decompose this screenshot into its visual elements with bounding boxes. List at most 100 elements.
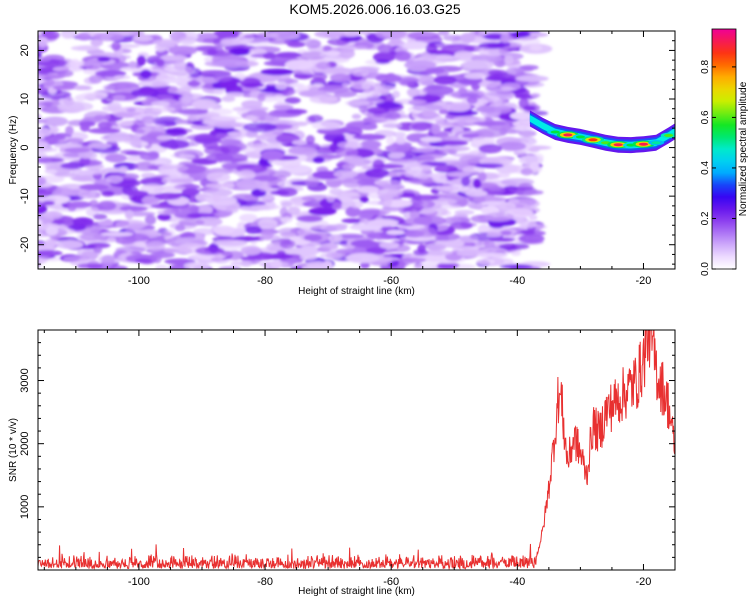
noise-blob (89, 199, 99, 207)
noise-blob (519, 220, 537, 229)
noise-blob (463, 73, 487, 80)
signal-peak (664, 133, 674, 137)
noise-blob (358, 104, 368, 114)
noise-blob (279, 207, 288, 218)
noise-blob (128, 61, 137, 69)
noise-blob (478, 144, 503, 154)
noise-blob (435, 117, 446, 124)
colorbar-tick-label: 0.0 (700, 262, 711, 276)
noise-blob (178, 154, 196, 159)
noise-blob (375, 59, 390, 65)
noise-blob (76, 32, 92, 41)
noise-blob (413, 215, 447, 226)
noise-blob (345, 100, 370, 106)
noise-blob (140, 183, 165, 194)
noise-blob (345, 206, 361, 217)
noise-blob (104, 153, 127, 163)
noise-blob (250, 110, 268, 117)
noise-blob (63, 218, 74, 227)
noise-blob (60, 31, 77, 39)
noise-blob (277, 227, 300, 236)
x-tick-label: -20 (636, 275, 652, 287)
noise-blob (80, 123, 90, 132)
noise-blob (300, 253, 317, 261)
noise-blob (365, 168, 390, 178)
y-tick-label: -20 (19, 237, 31, 253)
x-tick-label: -80 (257, 275, 273, 287)
noise-blob (275, 52, 302, 58)
noise-blob (416, 89, 427, 97)
noise-blob (393, 131, 406, 138)
noise-blob (206, 172, 231, 183)
noise-blob (139, 151, 160, 161)
noise-blob (253, 175, 278, 182)
noise-blob (424, 250, 454, 256)
snr-frame (37, 329, 676, 571)
noise-blob (257, 93, 266, 102)
noise-blob (483, 33, 506, 41)
noise-blob (422, 85, 454, 96)
colorbar: 0.0 0.2 0.4 0.6 0.8 Normalized spectral ampli… (700, 28, 749, 276)
noise-blob (55, 240, 84, 250)
noise-blob (326, 193, 336, 203)
x-tick-label: -40 (509, 275, 525, 287)
noise-blob (350, 239, 378, 248)
noise-blob (38, 169, 39, 172)
noise-blob (141, 96, 161, 106)
noise-blob (237, 169, 256, 180)
noise-blob (152, 116, 184, 126)
noise-blob (498, 243, 530, 250)
noise-blob (465, 190, 488, 197)
noise-blob (138, 86, 156, 95)
noise-blob (23, 31, 38, 40)
noise-blob (279, 239, 296, 249)
y-tick-label: 0 (19, 145, 31, 151)
noise-blob (164, 258, 196, 265)
noise-blob (163, 208, 192, 215)
noise-blob (472, 178, 482, 189)
snr-axes: -100 -80 -60 -40 -20 1000 2000 3000 (19, 330, 676, 588)
noise-blob (500, 33, 510, 43)
y-tick-label: 1000 (19, 495, 31, 519)
noise-blob (115, 119, 134, 127)
noise-blob (52, 85, 76, 91)
noise-blob (434, 165, 459, 173)
noise-blob (235, 179, 264, 190)
noise-blob (158, 185, 187, 193)
noise-field (23, 31, 553, 269)
noise-blob (304, 177, 320, 187)
noise-blob (375, 101, 402, 109)
noise-blob (312, 72, 328, 81)
noise-blob (245, 225, 262, 235)
y-tick-label: -10 (19, 188, 31, 204)
signal-peak (588, 138, 598, 142)
noise-blob (498, 141, 527, 151)
noise-blob (277, 180, 292, 188)
noise-blob (204, 145, 231, 156)
noise-blob (245, 115, 258, 121)
noise-blob (221, 250, 233, 257)
noise-blob (382, 196, 393, 208)
x-axis-label: Height of straight line (km) (298, 286, 415, 297)
noise-blob (406, 87, 420, 97)
noise-blob (410, 147, 436, 153)
noise-blob (197, 205, 213, 215)
noise-blob (45, 226, 59, 236)
noise-blob (420, 207, 449, 217)
noise-blob (317, 56, 350, 64)
x-tick-label: -80 (257, 576, 273, 588)
noise-blob (308, 207, 337, 216)
noise-blob (163, 246, 190, 254)
noise-blob (426, 244, 447, 251)
noise-blob (135, 258, 152, 264)
noise-blob (54, 187, 75, 197)
noise-blob (38, 183, 53, 188)
colorbar-scale (711, 28, 737, 270)
noise-blob (412, 103, 443, 112)
noise-blob (342, 82, 351, 88)
y-tick-label: 10 (19, 93, 31, 105)
noise-blob (218, 138, 242, 145)
noise-blob (38, 101, 61, 107)
noise-blob (195, 77, 220, 84)
noise-blob (499, 264, 533, 269)
